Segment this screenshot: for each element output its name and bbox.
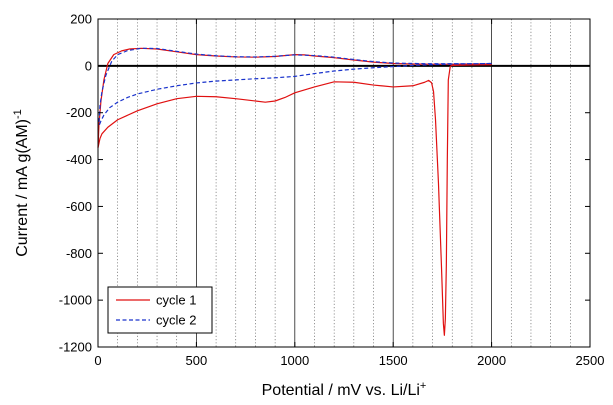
series-line-cycle-2 [98, 47, 492, 126]
grid-layer [98, 19, 590, 347]
y-tick-label: -400 [66, 152, 92, 167]
x-tick-label: 1500 [379, 353, 408, 368]
plot-frame [97, 18, 591, 348]
x-tick-label: 500 [186, 353, 208, 368]
x-axis-label-main: Potential / mV vs. Li/Li [262, 382, 420, 399]
x-tick-label: 2500 [576, 353, 605, 368]
legend-label: cycle 2 [156, 313, 196, 328]
legend-box [107, 286, 213, 334]
series-layer [97, 47, 492, 336]
y-tick-label: -1000 [59, 293, 92, 308]
x-tick-label: 2000 [477, 353, 506, 368]
x-tick-label: 1000 [280, 353, 309, 368]
axis-layer: 0 500 1000 1500 2000 25002000-200-400-600-800… [12, 12, 604, 400]
y-tick-label: -600 [66, 199, 92, 214]
y-tick-label: -1200 [59, 340, 92, 355]
y-axis-label-main: Current / mA g(AM) [14, 119, 31, 257]
x-tick-label: 0 [94, 353, 101, 368]
y-axis-label: Current / mA g(AM)-1 [12, 109, 31, 257]
y-tick-label: -200 [66, 105, 92, 120]
y-tick-label: 200 [70, 12, 92, 27]
y-tick-label: 0 [85, 58, 92, 73]
legend: cycle 1 cycle 2 [107, 286, 213, 334]
legend-label: cycle 1 [156, 293, 196, 308]
x-axis-label-sup: + [420, 380, 426, 392]
x-axis-label: Potential / mV vs. Li/Li+ [262, 380, 427, 399]
y-tick-label: -800 [66, 246, 92, 261]
y-axis-label-sup: -1 [12, 109, 24, 119]
